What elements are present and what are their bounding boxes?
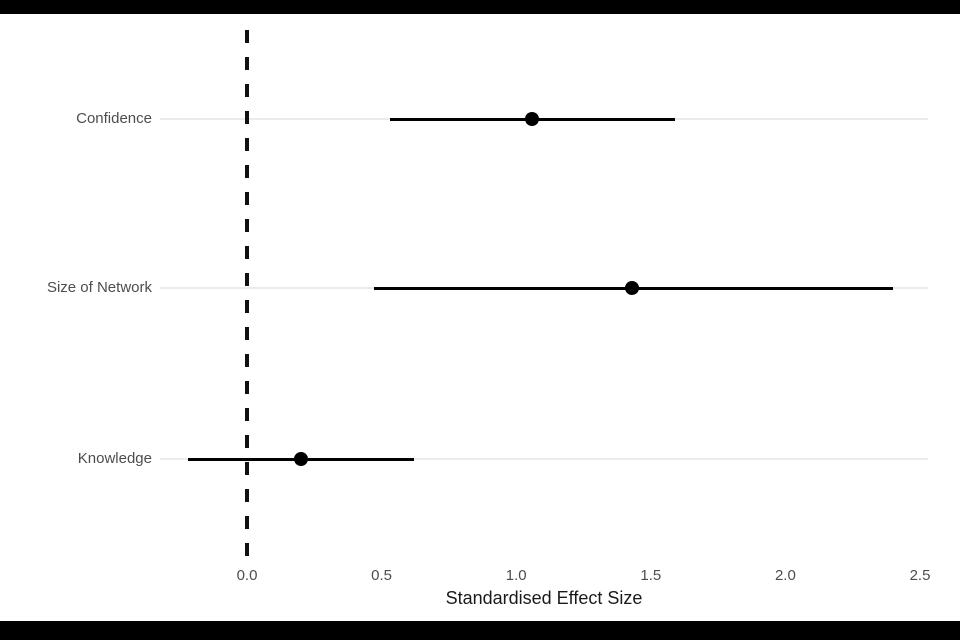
- category-label: Confidence: [76, 110, 152, 127]
- x-axis-tick-label: 0.0: [236, 567, 258, 584]
- x-axis-tick-label: 0.5: [371, 567, 393, 584]
- horizontal-gridline: [160, 458, 928, 460]
- x-axis-tick-label: 1.5: [640, 567, 662, 584]
- x-axis-tick-label: 2.5: [909, 567, 931, 584]
- zero-reference-line: [245, 30, 249, 560]
- forest-plot: Confidence Size of Network Knowledge 0.0 0.…: [0, 14, 960, 621]
- point-estimate-marker: [293, 452, 308, 466]
- point-estimate-marker: [624, 281, 639, 295]
- category-label: Size of Network: [46, 279, 152, 296]
- x-axis-tick-label: 2.0: [774, 567, 796, 584]
- x-axis-tick-label: 1.0: [505, 567, 527, 584]
- point-estimate-marker: [525, 112, 540, 126]
- x-axis-title: Standardised Effect Size: [445, 588, 643, 608]
- category-label: Knowledge: [77, 450, 152, 467]
